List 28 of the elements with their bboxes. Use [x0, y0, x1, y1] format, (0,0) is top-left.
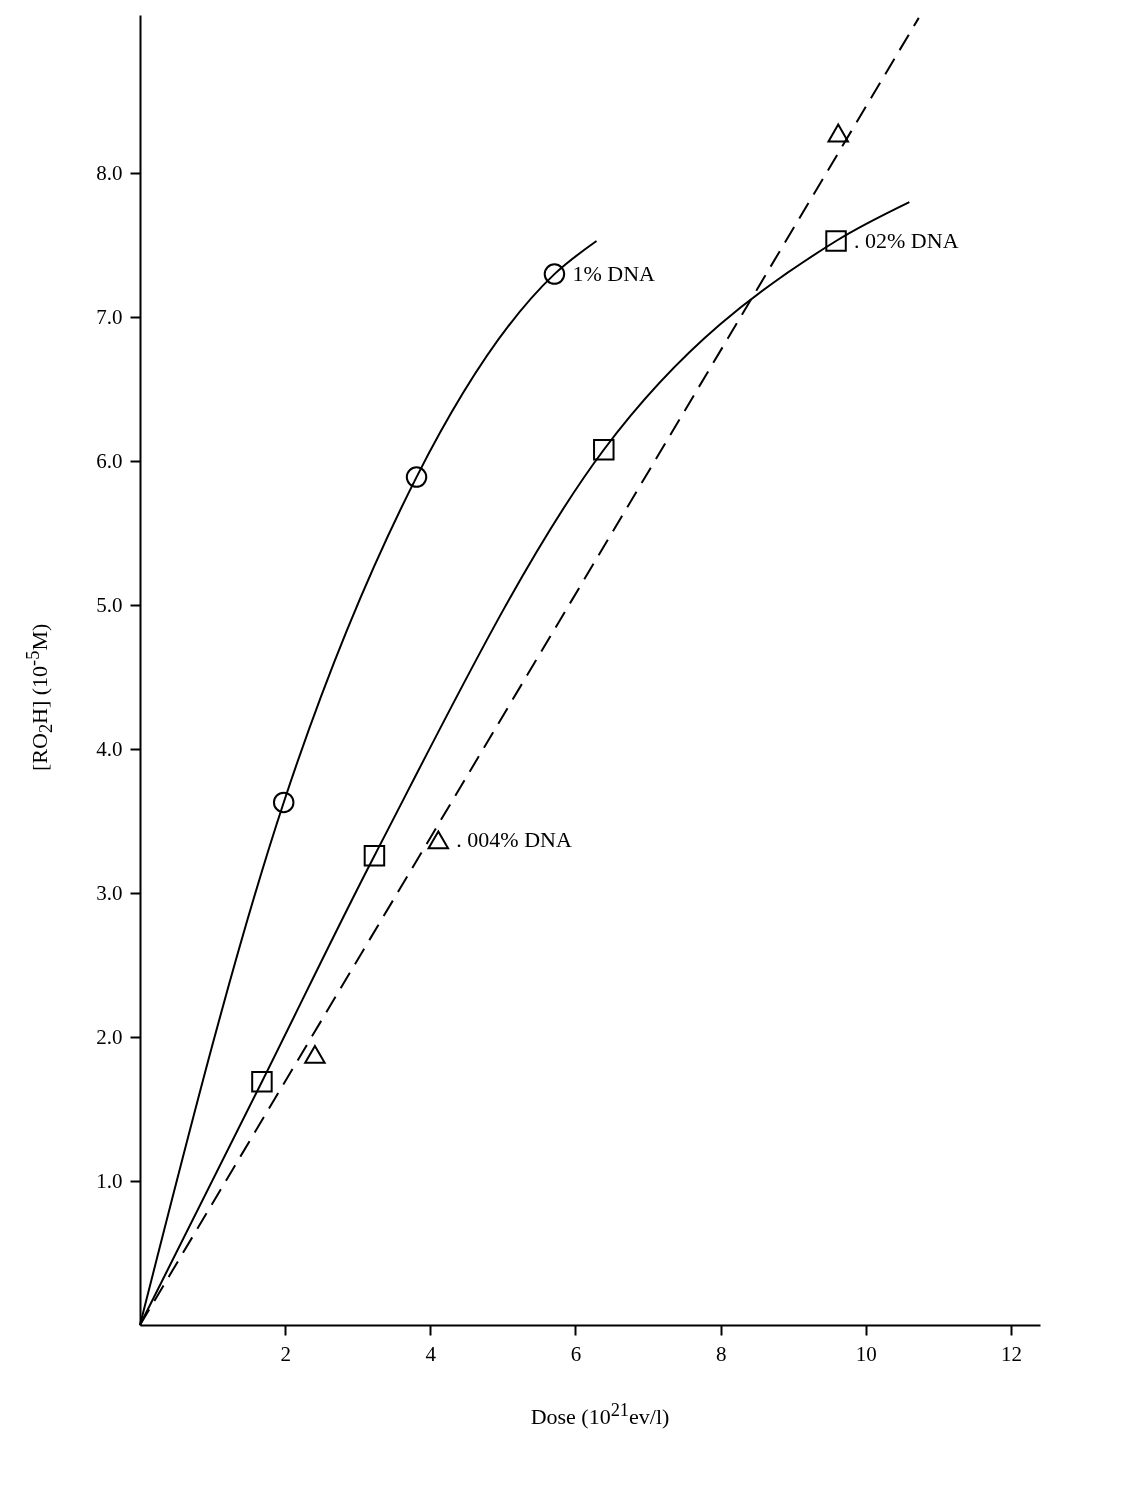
point [363, 844, 386, 867]
point [593, 439, 615, 461]
y-tick-label: 2.0 [96, 1024, 123, 1049]
annotation: . 02% DNA [854, 228, 959, 254]
x-tick-label: 10 [855, 1341, 877, 1366]
point [543, 263, 566, 285]
annotation: . 004% DNA [456, 826, 572, 852]
annotation: 1% DNA [572, 261, 656, 287]
y-tick-label: 3.0 [96, 880, 123, 905]
point [427, 830, 450, 850]
x-tick-label: 4 [425, 1341, 437, 1366]
y-tick-label: 7.0 [96, 304, 123, 329]
y-tick-label: 5.0 [96, 592, 123, 617]
x-tick-label: 2 [280, 1341, 291, 1366]
y-tick-label: 6.0 [96, 448, 123, 473]
point [272, 791, 295, 814]
x-tick-label: 8 [715, 1341, 727, 1366]
x-axis-title: Dose (10$^{21}$ev/l) [529, 1400, 671, 1431]
x-tick-label: 12 [1000, 1341, 1022, 1366]
y-tick-label: 8.0 [96, 160, 123, 185]
point [827, 123, 849, 143]
point [405, 466, 428, 488]
point [304, 1044, 326, 1064]
y-tick-label: 4.0 [96, 736, 123, 761]
y-tick-label: 1.0 [96, 1168, 123, 1193]
point [251, 1070, 273, 1093]
point [825, 230, 847, 252]
x-tick-label: 6 [570, 1341, 582, 1366]
